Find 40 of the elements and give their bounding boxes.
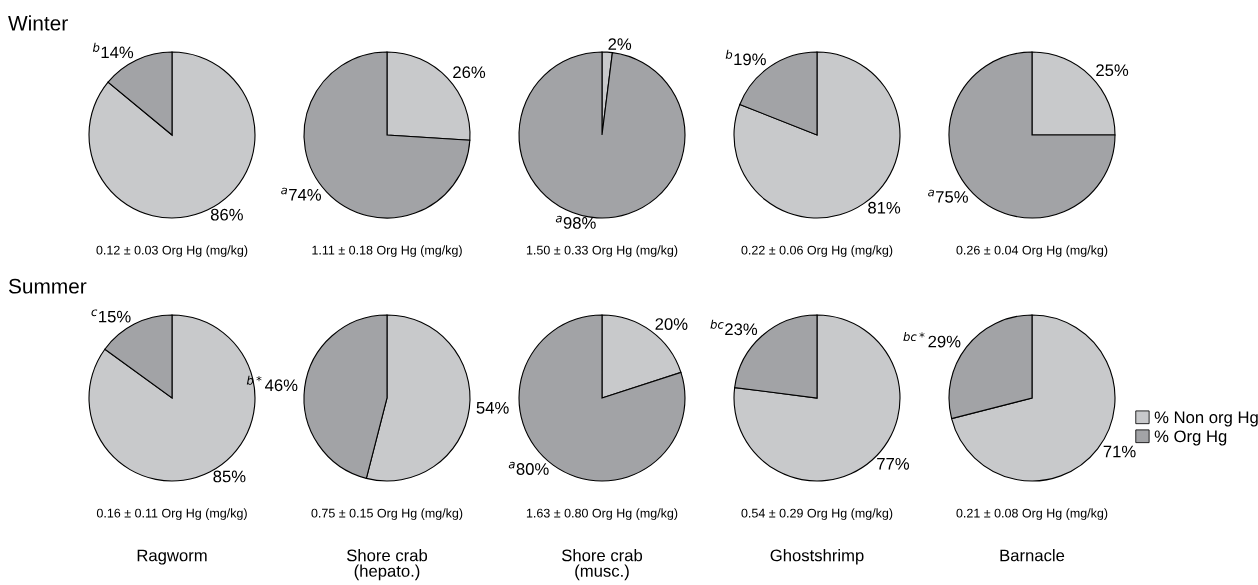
text: 0.75 ± 0.15 Org Hg (mg/kg) [311, 508, 463, 521]
data-label: 71% [1103, 445, 1136, 458]
data-label: 85% [213, 470, 246, 483]
pie-slice [733, 51, 901, 219]
data-label: 54% [476, 401, 509, 414]
legend-label: % Non org Hg [1154, 411, 1258, 427]
data-label: 20% [655, 318, 688, 330]
data-label: 2% [608, 38, 632, 50]
text: Ragworm [137, 549, 207, 565]
data-label: $^{bc*}$29% [903, 332, 961, 348]
text: 1.63 ± 0.80 Org Hg (mg/kg) [526, 508, 678, 521]
text: 0.26 ± 0.04 Org Hg (mg/kg) [956, 245, 1108, 258]
text: 1.11 ± 0.18 Org Hg (mg/kg) [312, 245, 462, 258]
text: 0.21 ± 0.08 Org Hg (mg/kg) [956, 508, 1108, 521]
text: 0.54 ± 0.29 Org Hg (mg/kg) [741, 508, 893, 521]
text: Shore crab (hepato.) [347, 549, 428, 581]
chart-title: Winter [8, 15, 68, 31]
data-label: 25% [1096, 64, 1129, 77]
legend-label: % Org Hg [1154, 430, 1227, 446]
text: 0.12 ± 0.03 Org Hg (mg/kg) [96, 245, 248, 258]
data-label: 77% [877, 457, 910, 470]
data-label: $^{a}$98% [555, 215, 596, 229]
data-label: $^{bc}$23% [710, 319, 758, 336]
data-label: $^{b}$14% [92, 42, 134, 59]
data-label: $^{a}$80% [508, 461, 549, 475]
data-label: 26% [453, 66, 486, 79]
data-label: 86% [210, 208, 243, 221]
data-label: $^{a}$74% [281, 187, 322, 201]
text: Ghostshrimp [770, 549, 864, 565]
chart-title: Summer [8, 278, 87, 294]
data-label: 81% [868, 201, 901, 214]
pie-slice [518, 314, 686, 482]
data-label: $^{c}$15% [91, 309, 131, 323]
text: Barnacle [1000, 549, 1065, 562]
text: 0.22 ± 0.06 Org Hg (mg/kg) [741, 245, 893, 258]
data-label: $^{a}$75% [928, 189, 968, 203]
text: Shore crab (musc.) [562, 549, 643, 581]
text: 0.16 ± 0.11 Org Hg (mg/kg) [96, 508, 247, 521]
text: 1.50 ± 0.33 Org Hg (mg/kg) [526, 245, 678, 258]
data-label: $^{b}$19% [725, 49, 766, 66]
